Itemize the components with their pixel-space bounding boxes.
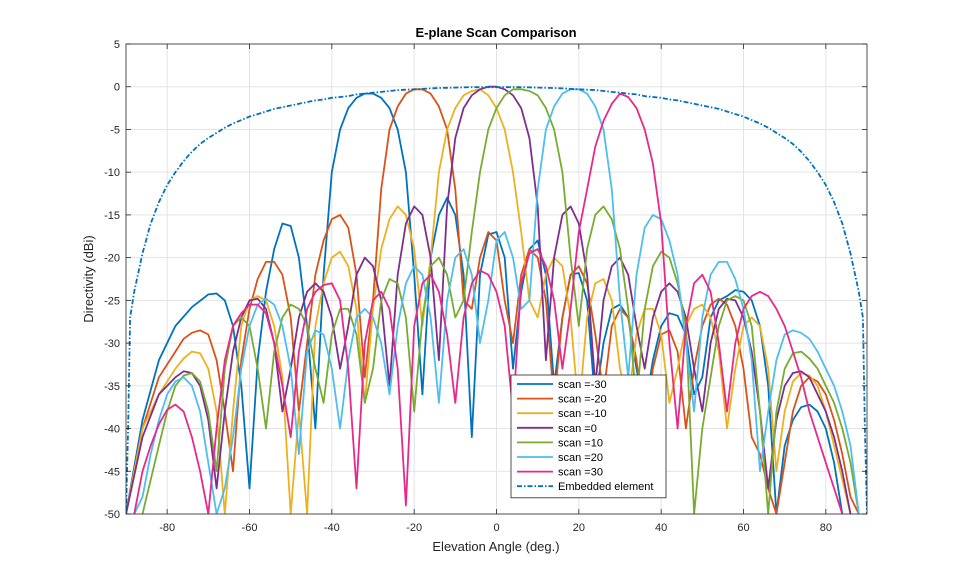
y-tick-label: -10: [104, 167, 120, 179]
legend-box: [510, 374, 667, 499]
y-tick-label: -40: [104, 424, 120, 436]
x-tick-label: -20: [406, 522, 422, 534]
legend-entry-label: scan =-20: [558, 394, 607, 406]
x-tick-label: -40: [324, 522, 340, 534]
x-tick-label: 0: [493, 522, 499, 534]
y-tick-label: -15: [104, 210, 120, 222]
series-line-2: [126, 88, 852, 514]
y-axis-ticks: 5 0 -5 -10 -15 -20 -25 -30 -35 -40 -45 -50: [104, 39, 867, 521]
series-group: [126, 85, 867, 514]
y-tick-label: -35: [104, 381, 120, 393]
legend-entry-label: scan =10: [558, 437, 603, 449]
x-tick-label: 60: [737, 522, 749, 534]
x-tick-label: 40: [655, 522, 667, 534]
legend[interactable]: scan =-30 scan =-20 scan =-10 scan =0 scan =…: [510, 374, 667, 499]
series-line-7: [126, 86, 867, 514]
legend-entry-label: scan =20: [558, 452, 603, 464]
series-line-6: [133, 92, 844, 514]
y-tick-label: -5: [110, 124, 120, 136]
legend-entry-label: Embedded element: [558, 481, 653, 493]
x-tick-label: -60: [242, 522, 258, 534]
x-tick-label: 20: [573, 522, 585, 534]
chart-title: E-plane Scan Comparison: [415, 25, 576, 40]
series-line-3: [126, 85, 852, 514]
y-tick-label: -25: [104, 295, 120, 307]
series-line-4: [141, 88, 860, 514]
x-tick-label: -80: [159, 522, 175, 534]
y-tick-label: -20: [104, 253, 120, 265]
x-tick-label: 80: [820, 522, 832, 534]
x-axis-label: Elevation Angle (deg.): [432, 539, 559, 554]
legend-entry-label: scan =-30: [558, 379, 607, 391]
series-line-5: [133, 88, 860, 514]
y-tick-label: 0: [114, 82, 120, 94]
y-tick-label: -45: [104, 466, 120, 478]
series-line-0: [126, 92, 844, 514]
legend-entry-label: scan =0: [558, 423, 597, 435]
x-axis-ticks: -80 -60 -40 -20 0 20 40 60 80: [159, 44, 832, 534]
legend-entry-label: scan =30: [558, 467, 603, 479]
series-line-1: [126, 88, 860, 514]
y-axis-label: Directivity (dBi): [81, 235, 96, 322]
legend-entry-label: scan =-10: [558, 408, 607, 420]
y-tick-label: 5: [114, 39, 120, 51]
y-tick-label: -30: [104, 338, 120, 350]
y-tick-label: -50: [104, 509, 120, 521]
